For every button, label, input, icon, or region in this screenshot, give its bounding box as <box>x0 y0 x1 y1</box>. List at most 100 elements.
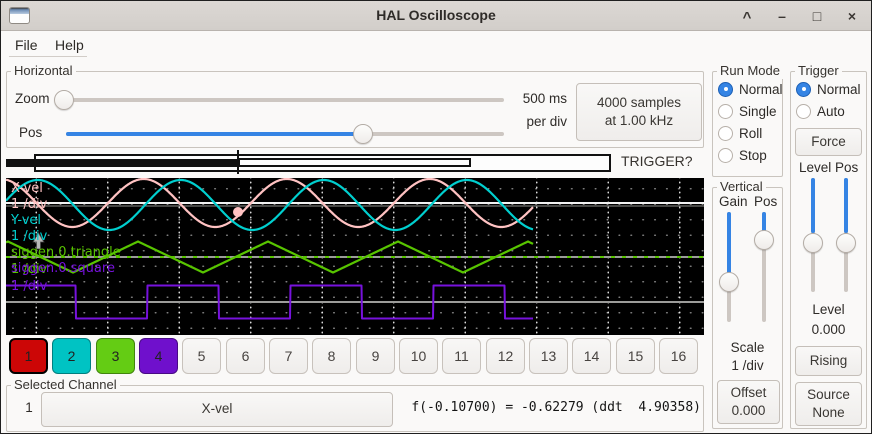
channel-button-7[interactable]: 7 <box>269 338 308 374</box>
run-mode-option-radio-roll[interactable] <box>718 125 733 141</box>
zoom-slider-track[interactable] <box>56 98 504 102</box>
trace-siggen.0.square <box>6 284 534 320</box>
mouse-cursor-icon <box>32 232 45 250</box>
run-mode-option-normal[interactable]: Normal <box>718 80 783 98</box>
trigger-edge-label: Rising <box>809 352 848 368</box>
trigger-pos-slider-label: Pos <box>835 160 859 175</box>
run-mode-option-radio-normal[interactable] <box>718 81 733 97</box>
cursor-sample-marker <box>233 207 243 217</box>
trigger-group: Trigger Normal Auto Force Level Pos Level… <box>790 63 867 429</box>
trigger-group-label: Trigger <box>795 63 842 79</box>
trigger-option-radio-normal[interactable] <box>796 81 811 97</box>
maximize-icon[interactable]: □ <box>812 8 822 24</box>
run-mode-group-label: Run Mode <box>717 63 783 79</box>
app-icon <box>9 7 30 24</box>
channel-button-10[interactable]: 10 <box>399 338 438 374</box>
vertical-pos-slider-label: Pos <box>754 194 778 209</box>
trigger-level-slider-fill <box>811 178 815 233</box>
trigger-level-slider-label: Level <box>799 160 832 175</box>
scope-channel-scale-2: 1 /div <box>11 229 48 244</box>
channel-button-11[interactable]: 11 <box>442 338 481 374</box>
horizontal-group: Horizontal Zoom Pos 500 ms per div 4000 … <box>6 63 704 148</box>
pos-slider-fill <box>66 132 363 136</box>
channel-button-14[interactable]: 14 <box>572 338 611 374</box>
vertical-pos-slider-handle[interactable] <box>754 230 774 250</box>
selected-channel-name: X-vel <box>201 401 233 417</box>
trigger-pos-slider-handle[interactable] <box>836 233 856 253</box>
scale-value: 1 /div <box>731 358 764 373</box>
offset-button[interactable]: Offset 0.000 <box>717 380 780 424</box>
gain-slider-fill <box>727 212 731 282</box>
gain-slider-label: Gain <box>719 194 748 209</box>
vertical-pos-slider-track[interactable] <box>762 212 766 322</box>
channel-button-4[interactable]: 4 <box>139 338 178 374</box>
trigger-option-label-normal: Normal <box>817 81 861 97</box>
trigger-option-radio-auto[interactable] <box>796 103 811 119</box>
scale-label: Scale <box>730 340 765 355</box>
time-per-div-line2: per div <box>526 114 567 129</box>
trigger-level-slider-handle[interactable] <box>803 233 823 253</box>
trace-X-vel <box>6 178 534 229</box>
trigger-option-auto[interactable]: Auto <box>796 102 845 120</box>
trigger-option-label-auto: Auto <box>817 103 845 119</box>
channel-button-9[interactable]: 9 <box>356 338 395 374</box>
trigger-edge-button[interactable]: Rising <box>795 346 862 376</box>
run-mode-option-stop[interactable]: Stop <box>718 146 767 164</box>
run-mode-option-roll[interactable]: Roll <box>718 124 762 142</box>
channel-button-8[interactable]: 8 <box>312 338 351 374</box>
menu-separator <box>9 56 87 57</box>
horizontal-group-label: Horizontal <box>11 63 76 79</box>
run-mode-option-single[interactable]: Single <box>718 102 777 120</box>
window-controls: ^ – □ × <box>740 1 859 31</box>
titlebar[interactable]: HAL Oscilloscope ^ – □ × <box>1 1 871 31</box>
offset-label: Offset <box>730 384 767 400</box>
channel-button-16[interactable]: 16 <box>659 338 698 374</box>
samples-button-line2: at 1.00 kHz <box>604 113 674 128</box>
run-mode-option-radio-stop[interactable] <box>718 147 733 163</box>
samples-button[interactable]: 4000 samples at 1.00 kHz <box>576 83 702 141</box>
samples-button-line1: 4000 samples <box>596 94 682 110</box>
trigger-pos-slider-fill <box>844 178 848 233</box>
scope-display[interactable]: X-vel 1 /div Y-vel 1 /div siggen.0.triangle 1… <box>6 178 704 335</box>
channel-button-15[interactable]: 15 <box>616 338 655 374</box>
window-title: HAL Oscilloscope <box>376 7 496 23</box>
vertical-pos-slider-fill <box>762 212 766 240</box>
run-mode-option-radio-single[interactable] <box>718 103 733 119</box>
force-trigger-button[interactable]: Force <box>795 128 862 156</box>
scope-channel-name-4: siggen.0.square <box>11 261 115 276</box>
shade-icon[interactable]: ^ <box>742 9 752 26</box>
time-per-div-line1: 500 ms <box>522 91 567 106</box>
trigger-source-button[interactable]: Source None <box>795 382 862 426</box>
run-mode-option-label-stop: Stop <box>739 147 767 163</box>
zoom-slider-handle[interactable] <box>54 90 74 110</box>
scope-channel-scale-4: 1 /div <box>11 279 48 294</box>
trigger-level-readout-value: 0.000 <box>811 322 846 337</box>
menubar: File Help <box>1 31 871 57</box>
pos-slider-label: Pos <box>19 125 43 140</box>
selected-channel-group-label: Selected Channel <box>11 377 120 393</box>
selected-channel-name-button[interactable]: X-vel <box>41 392 393 427</box>
channel-button-2[interactable]: 2 <box>52 338 91 374</box>
channel-button-1[interactable]: 1 <box>9 338 48 374</box>
close-icon[interactable]: × <box>847 8 857 24</box>
selected-channel-number: 1 <box>25 400 33 415</box>
record-posttrigger-bar <box>238 158 471 167</box>
trigger-option-normal[interactable]: Normal <box>796 80 861 98</box>
channel-button-6[interactable]: 6 <box>226 338 265 374</box>
menu-help[interactable]: Help <box>55 37 84 53</box>
trace-siggen.0.triangle <box>6 240 534 274</box>
pos-slider-handle[interactable] <box>353 124 373 144</box>
menu-file[interactable]: File <box>15 37 38 53</box>
channel-button-13[interactable]: 13 <box>529 338 568 374</box>
scope-channel-scale-1: 1 /div <box>11 197 48 212</box>
channel-button-12[interactable]: 12 <box>486 338 525 374</box>
run-mode-option-label-single: Single <box>739 103 777 119</box>
minimize-icon[interactable]: – <box>778 8 786 24</box>
scope-channel-name-3: siggen.0.triangle <box>11 245 121 260</box>
cursor-value-readout: f(-0.10700) = -0.62279 (ddt 4.90358) <box>411 400 701 415</box>
channel-button-5[interactable]: 5 <box>182 338 221 374</box>
trigger-hint-label: TRIGGER? <box>621 153 693 169</box>
channel-button-3[interactable]: 3 <box>96 338 135 374</box>
gain-slider-handle[interactable] <box>719 272 739 292</box>
